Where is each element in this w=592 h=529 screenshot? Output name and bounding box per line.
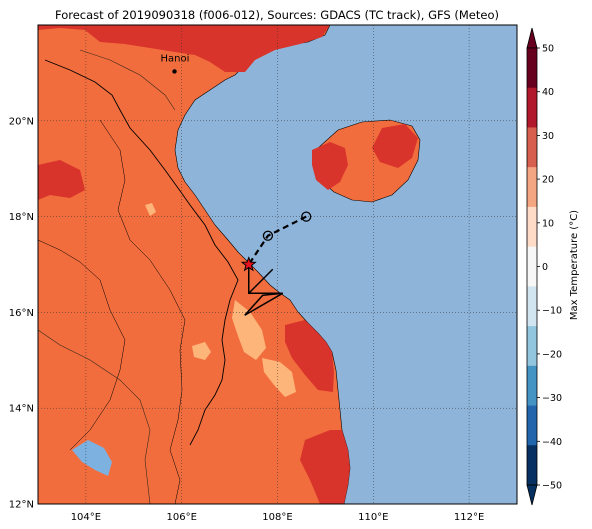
lon-tick-label: 110°E: [358, 512, 388, 523]
latitude-tick-labels: 12°N 14°N 16°N 18°N 20°N: [9, 116, 34, 510]
hot-zone-north: [38, 25, 330, 72]
colorbar-extend-top: [526, 27, 538, 49]
colorbar-tick-label: 40: [542, 87, 554, 98]
hainan-hot-zone-east: [372, 124, 418, 168]
hot-zone-south: [300, 430, 350, 504]
province-border: [99, 119, 186, 504]
lake: [72, 440, 112, 476]
colorbar-tick-label: 10: [542, 218, 554, 229]
colorbar-segment: [527, 365, 537, 406]
barb-pennant: [244, 292, 284, 316]
colorbar-segment: [527, 405, 537, 446]
track-point: [301, 211, 312, 222]
colorbar-tick-label: −50: [542, 481, 562, 492]
colorbar-tick-label: −10: [542, 306, 562, 317]
colorbar-segment: [527, 48, 537, 89]
colorbar-segment: [527, 127, 537, 168]
colorbar: 50 40 30 20 10 0 −10 −20 −30 −40 −50: [526, 27, 562, 506]
lat-tick-label: 20°N: [9, 116, 34, 127]
track-current-star: [240, 256, 257, 272]
river: [79, 49, 176, 111]
colorbar-tick-label: 0: [542, 262, 548, 273]
country-border: [44, 59, 239, 446]
mild-zone-central: [232, 300, 266, 360]
lon-tick-label: 106°E: [166, 512, 196, 523]
mild-zone-small: [192, 342, 211, 360]
colorbar-tick-label: −20: [542, 349, 562, 360]
lat-tick-label: 18°N: [9, 212, 34, 223]
colorbar-tick-label: 30: [542, 131, 554, 142]
lat-tick-label: 16°N: [9, 308, 34, 319]
colorbar-segment: [527, 206, 537, 248]
lon-tick-label: 104°E: [71, 512, 101, 523]
colorbar-tick-label: −40: [542, 437, 562, 448]
lat-tick-label: 12°N: [9, 500, 34, 511]
wind-barb: [244, 263, 284, 316]
track-line: [247, 215, 307, 266]
colorbar-tick-label: 20: [542, 175, 554, 186]
colorbar-segment: [527, 286, 537, 327]
colorbar-segment: [527, 326, 537, 367]
colorbar-segment: [527, 246, 537, 287]
colorbar-tick-label: −30: [542, 393, 562, 404]
colorbar-segment: [527, 167, 537, 208]
province-border-2: [38, 239, 126, 451]
hot-zone-west: [38, 160, 85, 200]
colorbar-tick-label: 50: [542, 44, 554, 55]
colorbar-segment: [527, 87, 537, 128]
river-mekong: [38, 329, 151, 504]
tc-track: [240, 211, 312, 272]
figure-title: Forecast of 2019090318 (f006-012), Sourc…: [55, 8, 499, 22]
lon-tick-label: 108°E: [262, 512, 292, 523]
barb-flag: [248, 268, 274, 294]
colorbar-label: Max Temperature (°C): [569, 210, 580, 320]
lon-tick-label: 112°E: [454, 512, 484, 523]
longitude-tick-labels: 104°E 106°E 108°E 110°E 112°E: [71, 512, 485, 523]
track-point: [262, 230, 274, 241]
mild-zone-tiny: [145, 203, 156, 216]
lat-tick-label: 14°N: [9, 404, 34, 415]
map-grid: [38, 25, 517, 504]
colorbar-segment: [527, 445, 537, 486]
map-panel[interactable]: Hanoi: [38, 25, 517, 504]
map-frame: [37, 24, 518, 505]
mild-zone-southcentral: [262, 358, 296, 397]
hainan-hot-zone: [312, 142, 348, 190]
city-label: Hanoi: [161, 53, 190, 64]
city-marker: [172, 69, 177, 74]
hot-zone-coast: [285, 320, 334, 392]
colorbar-extend-bottom: [526, 484, 538, 506]
